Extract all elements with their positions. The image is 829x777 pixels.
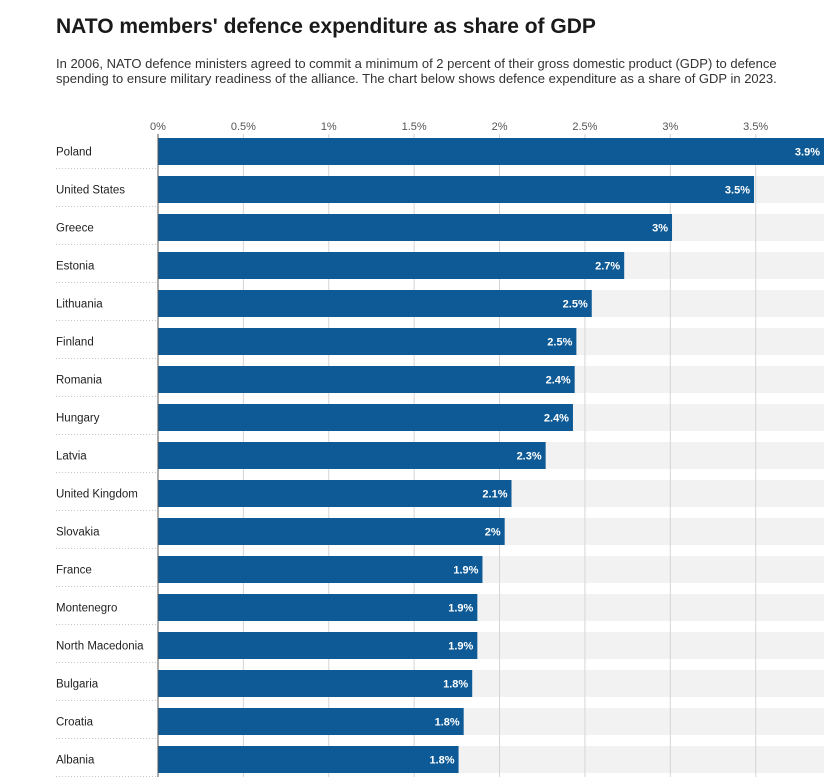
category-label: North Macedonia: [56, 641, 144, 653]
bars: Poland 3.9% United States 3.5% Greece 3% Eston…: [56, 138, 824, 773]
data-label: 3%: [652, 223, 668, 235]
category-label: Estonia: [56, 261, 95, 273]
bar: [158, 214, 673, 241]
category-label: United States: [56, 185, 125, 197]
data-label: 1.9%: [448, 641, 473, 653]
x-tick-label: 1.5%: [402, 121, 427, 133]
bar: [158, 176, 754, 203]
x-tick-label: 2%: [492, 121, 508, 133]
bar: [158, 670, 473, 697]
bar: [158, 518, 505, 545]
data-label: 2.5%: [547, 337, 572, 349]
category-label: Romania: [56, 375, 103, 387]
bar: [158, 404, 573, 431]
data-label: 1.9%: [448, 603, 473, 615]
bar: [158, 442, 546, 469]
x-axis-ticks: 0% 0.5% 1% 1.5% 2% 2.5% 3% 3.5%: [150, 121, 768, 133]
bar: [158, 480, 512, 507]
bar: [158, 594, 478, 621]
data-label: 2.4%: [544, 413, 569, 425]
data-label: 2.7%: [595, 261, 620, 273]
data-label: 1.8%: [429, 755, 454, 767]
category-label: Greece: [56, 223, 94, 235]
category-label: France: [56, 565, 92, 577]
category-label: Finland: [56, 337, 94, 349]
category-label: Croatia: [56, 717, 94, 729]
bar: [158, 290, 592, 317]
bar: [158, 366, 575, 393]
chart-title: NATO members' defence expenditure as sha…: [56, 15, 596, 38]
data-label: 2.3%: [517, 451, 542, 463]
bar: [158, 252, 625, 279]
bar: [158, 632, 478, 659]
data-label: 1.8%: [435, 717, 460, 729]
bar: [158, 746, 459, 773]
data-label: 1.9%: [453, 565, 478, 577]
bar: [158, 138, 824, 165]
category-label: Hungary: [56, 413, 100, 425]
data-label: 3.9%: [795, 147, 820, 159]
x-tick-label: 0%: [150, 121, 166, 133]
data-label: 3.5%: [725, 185, 750, 197]
data-label: 1.8%: [443, 679, 468, 691]
bar: [158, 556, 483, 583]
bar: [158, 328, 577, 355]
data-label: 2.4%: [546, 375, 571, 387]
category-label: Slovakia: [56, 527, 100, 539]
category-label: Albania: [56, 755, 95, 767]
x-tick-label: 1%: [321, 121, 337, 133]
category-label: United Kingdom: [56, 489, 138, 501]
x-tick-label: 3%: [662, 121, 678, 133]
data-label: 2.1%: [482, 489, 507, 501]
chart-subtitle: In 2006, NATO defence ministers agreed t…: [56, 56, 777, 86]
x-tick-label: 3.5%: [743, 121, 768, 133]
x-tick-label: 2.5%: [572, 121, 597, 133]
x-tick-label: 0.5%: [231, 121, 256, 133]
category-label: Bulgaria: [56, 679, 99, 691]
category-label: Poland: [56, 147, 92, 159]
data-label: 2%: [485, 527, 501, 539]
data-label: 2.5%: [563, 299, 588, 311]
category-label: Latvia: [56, 451, 87, 463]
category-label: Montenegro: [56, 603, 117, 615]
bar: [158, 708, 464, 735]
category-label: Lithuania: [56, 299, 103, 311]
